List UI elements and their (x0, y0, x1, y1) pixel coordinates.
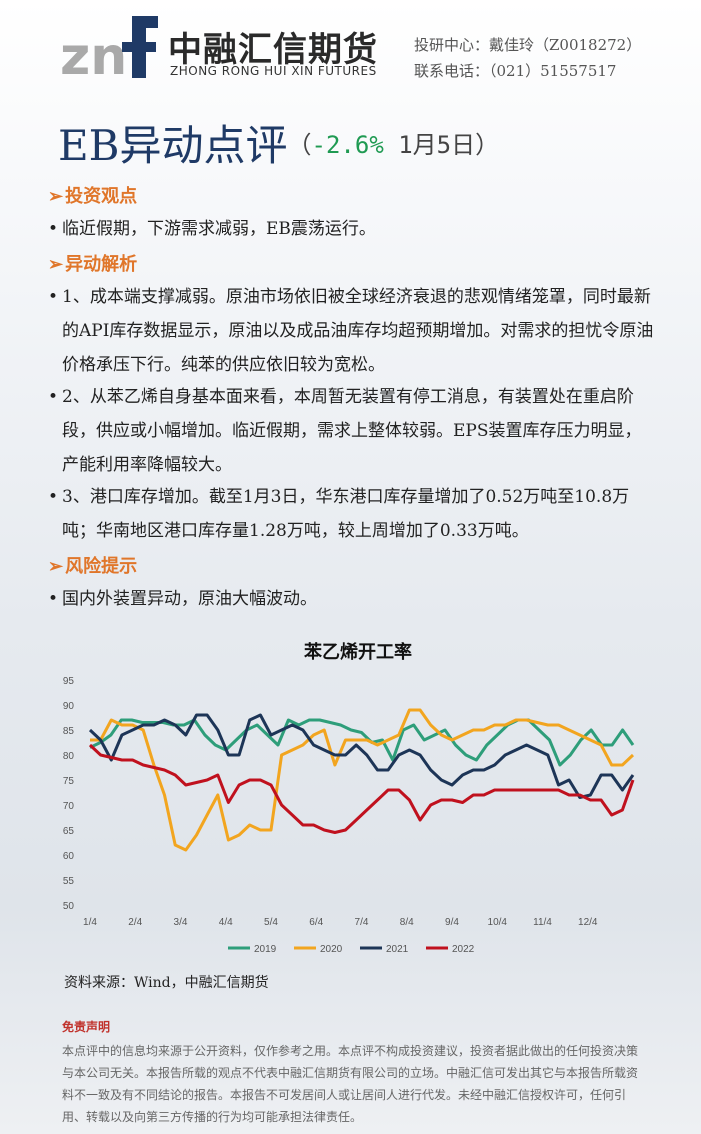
list-item-text: 1、成本端支撑减弱。原油市场依旧被全球经济衰退的悲观情绪笼罩，同时最新的API库… (62, 287, 654, 375)
paren-close: ） (475, 131, 500, 159)
y-tick-label: 50 (63, 901, 75, 912)
y-tick-label: 60 (63, 851, 75, 862)
y-tick-label: 55 (63, 876, 75, 887)
section-heading-analysis: ➢ 异动解析 (48, 250, 137, 276)
brand-name-cn: 中融汇信期货 (168, 30, 378, 70)
company-logo: zn (60, 16, 158, 80)
x-tick-label: 12/4 (578, 917, 598, 928)
chart-canvas: 50 55 60 65 70 75 80 85 90 95 1/4 2/4 3/4 4/4 5/4 6/4 7/… (63, 676, 635, 955)
arrow-icon: ➢ (48, 254, 64, 275)
list-item: • 3、港口库存增加。截至1月3日，华东港口库存量增加了0.52万吨至10.8万吨… (48, 480, 658, 548)
arrow-icon: ➢ (48, 186, 64, 207)
series-line-2019 (89, 718, 635, 767)
list-item: • 国内外装置异动，原油大幅波动。 (48, 582, 658, 616)
bullet-dot-icon: • (48, 287, 59, 307)
list-item: • 1、成本端支撑减弱。原油市场依旧被全球经济衰退的悲观情绪笼罩，同时最新的API… (48, 280, 658, 382)
y-tick-label: 95 (63, 676, 75, 687)
paren-open: （ (287, 131, 312, 159)
x-tick-label: 7/4 (355, 917, 369, 928)
source-note: 资料来源：Wind，中融汇信期货 (64, 975, 269, 991)
report-header: zn 中融汇信期货 ZHONG RONG HUI XIN FUTURES 投研中… (0, 0, 701, 100)
list-item-text: 临近假期，下游需求减弱，EB震荡运行。 (62, 219, 376, 239)
bullet-dot-icon: • (48, 589, 59, 609)
y-tick-label: 90 (63, 701, 75, 712)
series-line-2021 (88, 713, 635, 799)
contact-info: 投研中心：戴佳玲（Z0018272） 联系电话：（021）51557517 (414, 32, 641, 84)
section-heading-label: 投资观点 (65, 186, 138, 207)
contact-phone: 联系电话：（021）51557517 (414, 62, 617, 80)
series-line-2020 (90, 708, 635, 852)
series-line-2022 (88, 743, 635, 834)
list-item-text: 2、从苯乙烯自身基本面来看，本周暂无装置有停工消息，有装置处在重启阶段，供应或小… (62, 387, 642, 475)
x-tick-label: 9/4 (445, 917, 459, 928)
styrene-utilization-chart: 苯乙烯开工率 50 55 60 65 70 75 80 85 90 95 1/4 2/4 3/4 4/4 5… (58, 630, 658, 960)
report-title: EB异动点评（-2.6% 1月5日） (58, 112, 499, 172)
legend-label: 2021 (386, 944, 409, 955)
x-tick-label: 6/4 (309, 917, 323, 928)
list-item: • 2、从苯乙烯自身基本面来看，本周暂无装置有停工消息，有装置处在重启阶段，供应或… (48, 380, 658, 482)
legend-label: 2022 (452, 944, 475, 955)
x-tick-label: 10/4 (488, 917, 508, 928)
list-item-text: 国内外装置异动，原油大幅波动。 (62, 589, 317, 609)
x-tick-label: 8/4 (400, 917, 414, 928)
y-tick-label: 85 (63, 726, 75, 737)
list-item-text: 3、港口库存增加。截至1月3日，华东港口库存量增加了0.52万吨至10.8万吨；… (62, 487, 630, 541)
y-tick-label: 65 (63, 826, 75, 837)
list-item: • 临近假期，下游需求减弱，EB震荡运行。 (48, 212, 658, 246)
y-tick-label: 75 (63, 776, 75, 787)
x-tick-label: 11/4 (533, 917, 552, 928)
svg-text:zn: zn (60, 27, 127, 80)
arrow-icon: ➢ (48, 556, 64, 577)
x-tick-label: 2/4 (128, 917, 142, 928)
chart-title: 苯乙烯开工率 (304, 642, 412, 663)
y-tick-label: 70 (63, 801, 75, 812)
x-tick-label: 4/4 (219, 917, 233, 928)
section-heading-view: ➢ 投资观点 (48, 182, 137, 208)
section-heading-risk: ➢ 风险提示 (48, 552, 137, 578)
legend-label: 2019 (254, 944, 277, 955)
price-change: -2.6% (311, 131, 384, 159)
section-heading-label: 风险提示 (65, 556, 138, 577)
disclaimer-heading: 免责声明 (62, 1020, 111, 1034)
brand-name-en: ZHONG RONG HUI XIN FUTURES (170, 64, 377, 78)
bullet-dot-icon: • (48, 487, 59, 507)
title-subtitle: （-2.6% 1月5日） (288, 131, 500, 159)
legend-label: 2020 (320, 944, 343, 955)
contact-analyst: 投研中心：戴佳玲（Z0018272） (414, 36, 642, 54)
x-tick-label: 3/4 (174, 917, 188, 928)
bullet-dot-icon: • (48, 219, 59, 239)
report-date: 1月5日 (383, 131, 476, 159)
section-heading-label: 异动解析 (65, 254, 138, 275)
title-main: EB异动点评 (58, 121, 288, 170)
x-tick-label: 1/4 (83, 917, 97, 928)
x-tick-label: 5/4 (264, 917, 278, 928)
y-tick-label: 80 (63, 751, 75, 762)
disclaimer-body: 本点评中的信息均来源于公开资料，仅作参考之用。本点评不构成投资建议，投资者据此做… (62, 1044, 639, 1124)
bullet-dot-icon: • (48, 387, 59, 407)
